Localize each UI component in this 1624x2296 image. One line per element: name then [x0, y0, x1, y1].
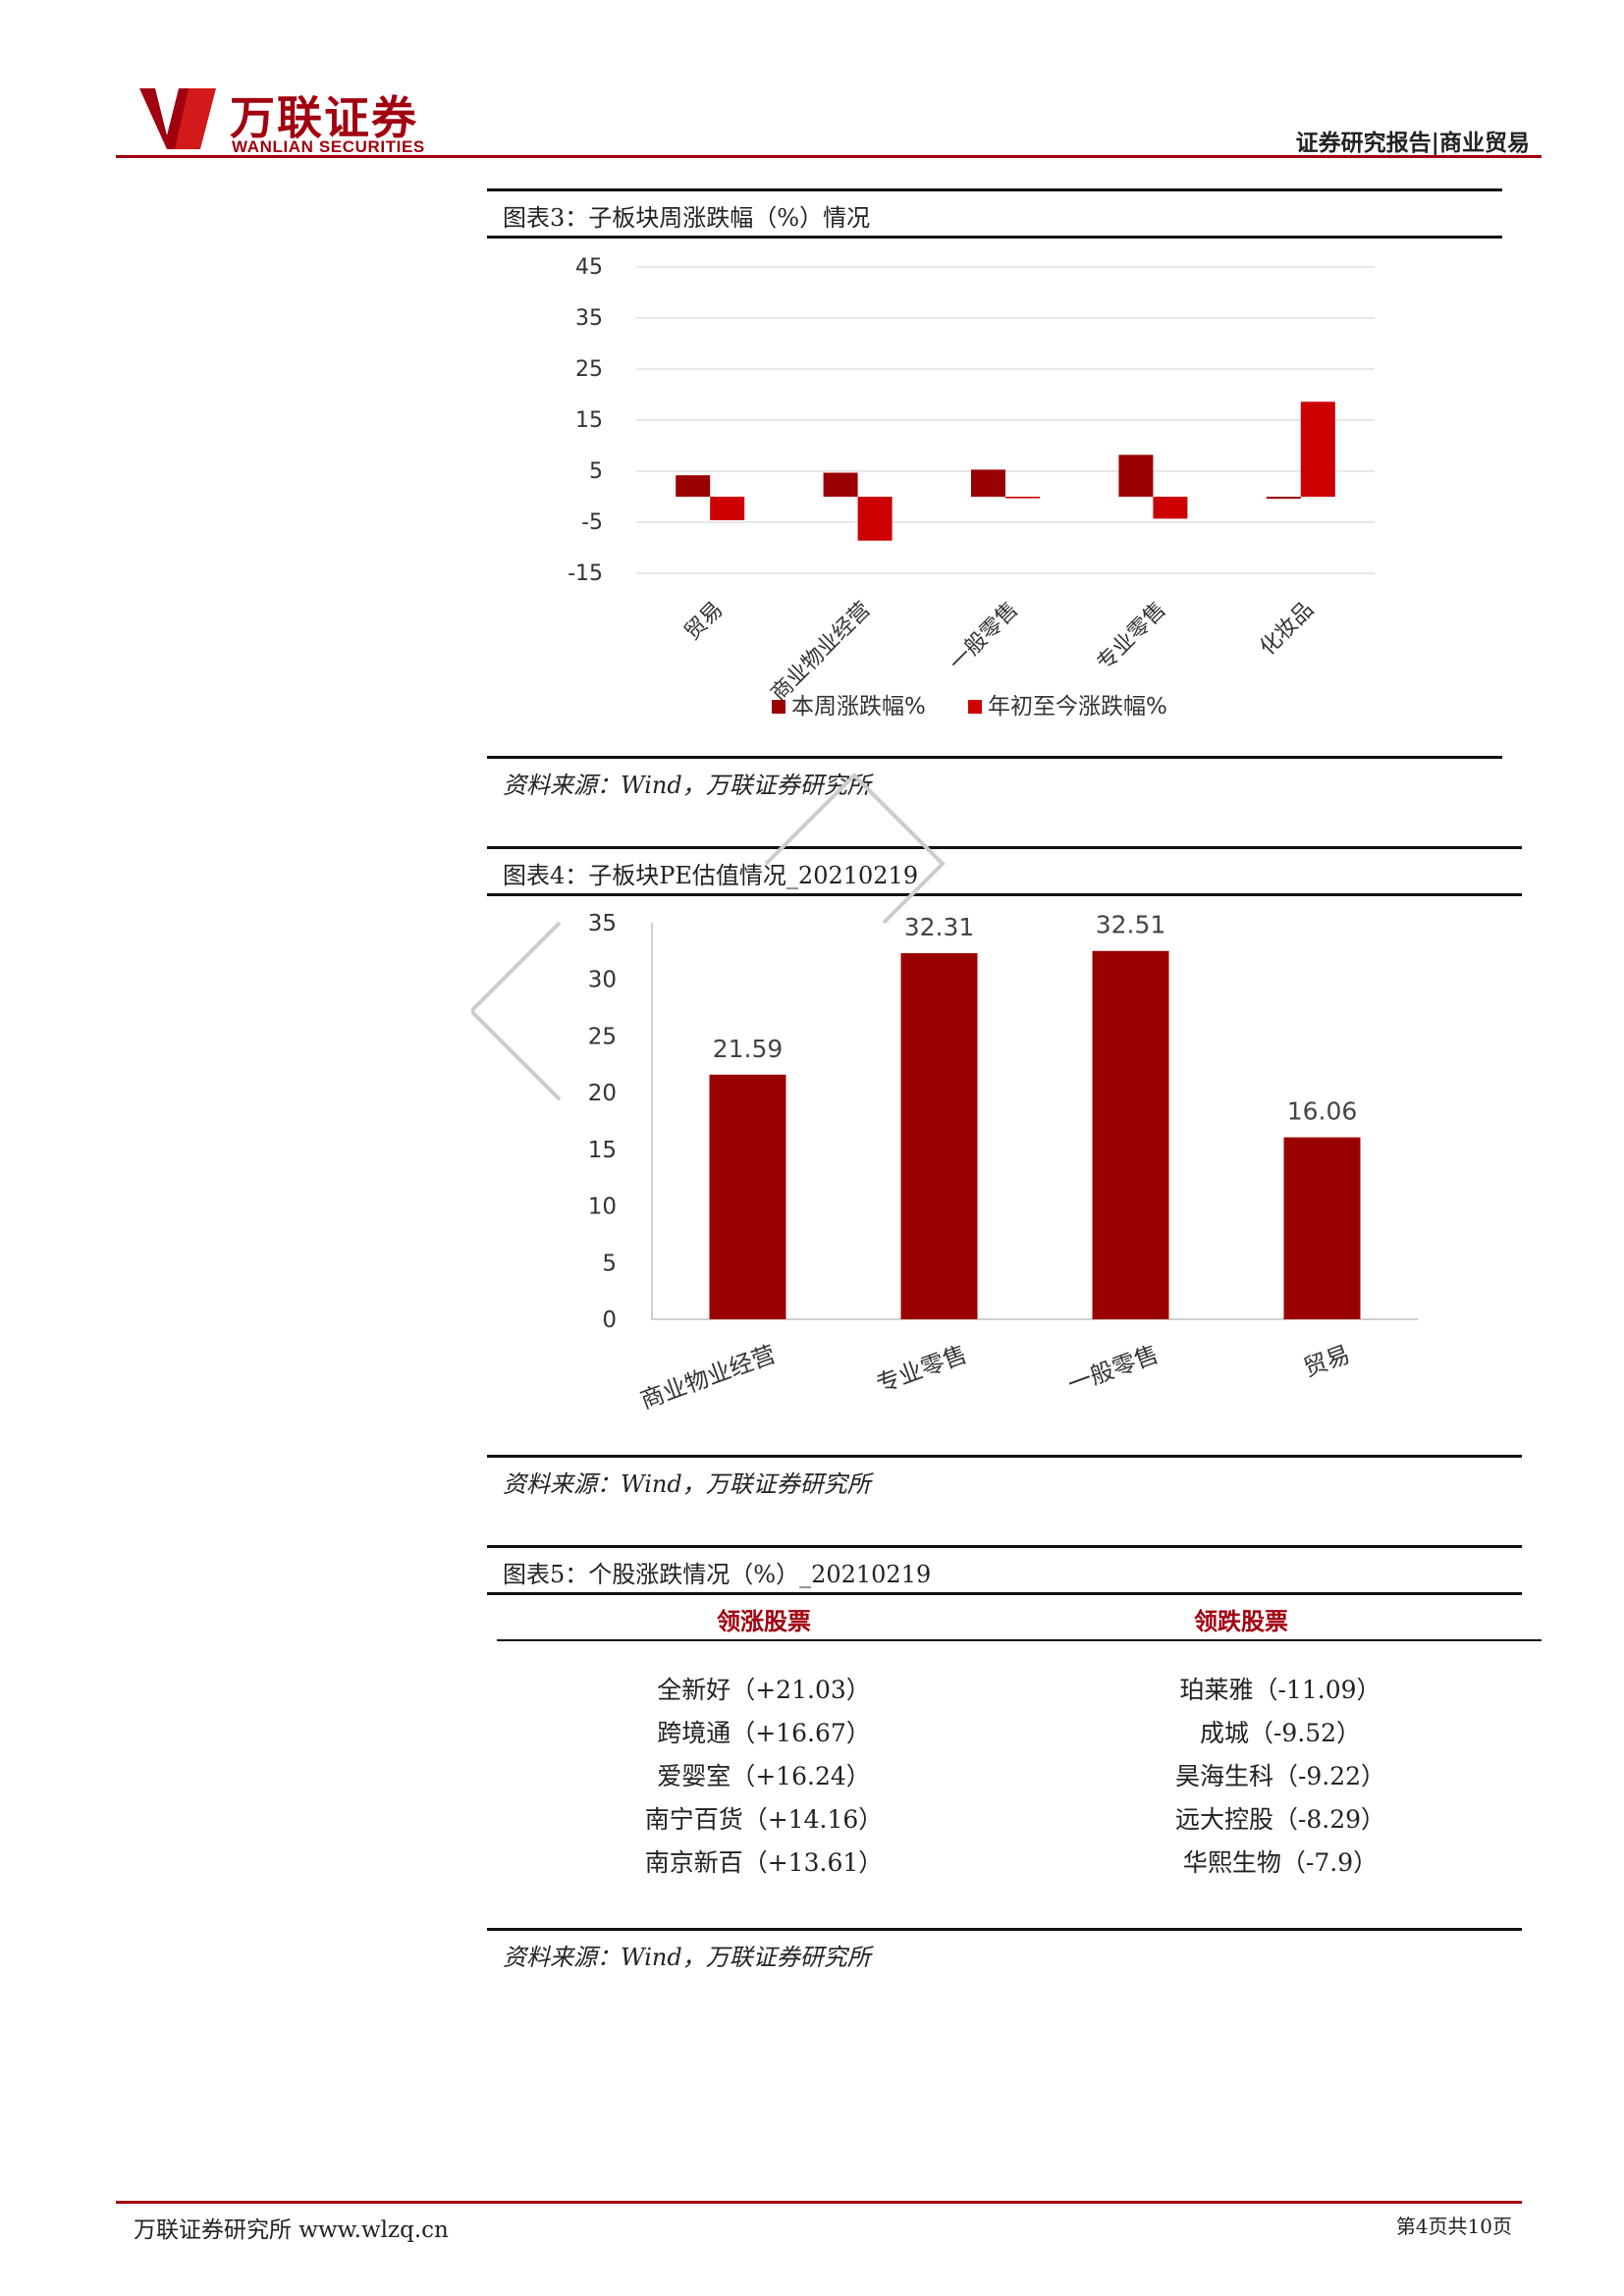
bar-ytd — [1005, 497, 1040, 499]
legend-swatch — [772, 700, 785, 714]
table-row: 全新好（+21.03） — [657, 1676, 871, 1704]
figure3-top-rule — [487, 188, 1502, 191]
x-tick-label: 专业零售 — [1093, 598, 1171, 676]
table-row: 远大控股（-8.29） — [1174, 1805, 1386, 1834]
table-row: 南京新百（+13.61） — [644, 1848, 884, 1877]
x-tick-label: 专业零售 — [873, 1340, 971, 1398]
y-tick-label: 35 — [575, 306, 603, 331]
y-tick-label: 45 — [575, 255, 603, 280]
x-tick-label: 一般零售 — [945, 598, 1023, 676]
bar — [900, 953, 978, 1319]
figure3-title-rule — [487, 236, 1502, 239]
watermark-shape — [471, 773, 946, 1101]
y-tick-label: 25 — [588, 1024, 617, 1049]
data-label: 16.06 — [1287, 1097, 1358, 1126]
y-tick-label: 5 — [602, 1251, 617, 1276]
figure4-bottom-rule — [487, 1455, 1522, 1458]
x-tick-label: 贸易 — [1300, 1340, 1354, 1382]
x-tick-label: 化妆品 — [1256, 598, 1319, 661]
data-label: 32.31 — [904, 913, 975, 941]
figure4-title: 图表4：子板块PE估值情况_20210219 — [503, 862, 919, 889]
figure3-bottom-rule — [487, 756, 1502, 759]
bar-weekly — [971, 469, 1005, 497]
y-tick-label: 10 — [588, 1195, 617, 1220]
table-header-gainers: 领涨股票 — [717, 1607, 811, 1635]
footer-divider — [116, 2201, 1522, 2204]
logo-w-mark — [139, 88, 216, 149]
y-tick-label: 5 — [589, 459, 603, 484]
figure4-chart: 35 30 25 20 15 10 5 0 21.59 商业物业经营 32.31 专业零售 32.51 一… — [588, 911, 1418, 1415]
table-row: 跨境通（+16.67） — [657, 1719, 871, 1747]
table-row: 南宁百货（+14.16） — [644, 1805, 884, 1834]
bar-ytd — [857, 497, 893, 541]
bar-weekly — [676, 475, 711, 497]
table-row: 珀莱雅（-11.09） — [1179, 1676, 1381, 1704]
bar-weekly — [1118, 454, 1154, 497]
legend-label: 本周涨跌幅% — [791, 694, 926, 720]
figure5-bottom-rule — [487, 1928, 1522, 1931]
bar-weekly — [1266, 497, 1301, 500]
figure4-top-rule — [487, 846, 1522, 849]
bar — [1092, 950, 1169, 1319]
y-tick-label: 35 — [588, 911, 617, 936]
footer-institute: 万联证券研究所 www.wlzq.cn — [134, 2217, 449, 2243]
table-header-losers: 领跌股票 — [1194, 1607, 1288, 1635]
y-tick-label: 20 — [588, 1081, 617, 1106]
report-type: 证券研究报告|商业贸易 — [1295, 130, 1530, 156]
company-logo: 万联证券 WANLIAN SECURITIES — [137, 86, 458, 156]
y-tick-label: 25 — [575, 357, 603, 382]
legend-label: 年初至今涨跌幅% — [988, 694, 1167, 720]
bar-ytd — [1300, 401, 1335, 497]
x-tick-label: 商业物业经营 — [767, 598, 876, 707]
bar-weekly — [823, 472, 858, 497]
figure5-top-rule — [487, 1545, 1522, 1548]
data-label: 21.59 — [713, 1035, 784, 1063]
x-tick-label: 商业物业经营 — [637, 1340, 780, 1415]
bar-ytd — [1153, 497, 1188, 519]
y-tick-label: 15 — [588, 1138, 617, 1163]
table-row: 华熙生物（-7.9） — [1182, 1848, 1379, 1877]
page-number: 第4页共10页 — [1395, 2215, 1512, 2238]
figure3-source: 资料来源：Wind，万联证券研究所 — [503, 772, 871, 799]
table-header-rule — [497, 1639, 1542, 1641]
figure5-title: 图表5：个股涨跌情况（%）_20210219 — [503, 1561, 932, 1588]
bar-ytd — [710, 497, 745, 520]
table-row: 昊海生科（-9.22） — [1174, 1762, 1386, 1790]
x-tick-label: 贸易 — [680, 598, 729, 646]
y-tick-label: 30 — [588, 968, 617, 993]
header-divider — [116, 155, 1542, 158]
logo-english-name: WANLIAN SECURITIES — [232, 137, 425, 156]
x-tick-label: 一般零售 — [1064, 1340, 1163, 1398]
data-label: 32.51 — [1096, 911, 1166, 939]
gainers-column: 全新好（+21.03） 跨境通（+16.67） 爱婴室（+16.24） 南宁百货… — [528, 1669, 1000, 1885]
figure4-title-rule — [487, 893, 1522, 896]
figure3-title: 图表3：子板块周涨跌幅（%）情况 — [503, 204, 871, 232]
y-tick-label: 0 — [602, 1308, 617, 1333]
figure4-source: 资料来源：Wind，万联证券研究所 — [503, 1470, 871, 1498]
table-row: 爱婴室（+16.24） — [657, 1762, 871, 1790]
bar — [1283, 1137, 1361, 1319]
logo-chinese-name: 万联证券 — [230, 91, 418, 144]
bar — [709, 1074, 786, 1319]
figure5-source: 资料来源：Wind，万联证券研究所 — [503, 1944, 871, 1971]
y-tick-label: -15 — [568, 561, 603, 586]
y-tick-label: -5 — [581, 510, 603, 535]
figure5-title-rule — [487, 1592, 1522, 1595]
y-tick-label: 15 — [575, 408, 603, 433]
table-row: 成城（-9.52） — [1199, 1719, 1362, 1747]
legend-swatch — [968, 700, 982, 714]
losers-column: 珀莱雅（-11.09） 成城（-9.52） 昊海生科（-9.22） 远大控股（-… — [1045, 1669, 1516, 1885]
